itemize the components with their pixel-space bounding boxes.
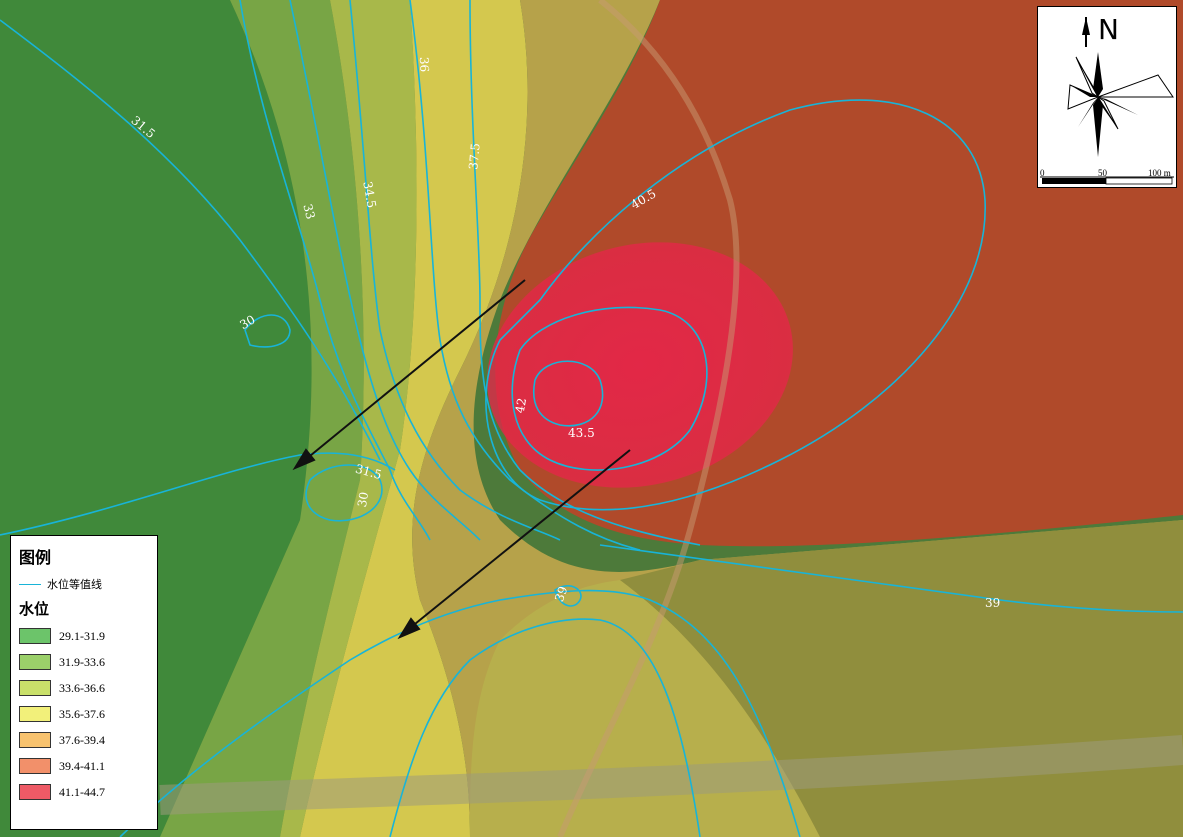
legend-swatch [19, 784, 51, 800]
legend-swatch [19, 628, 51, 644]
zone-class-4 [300, 0, 528, 837]
contour-label: 36 [417, 57, 432, 73]
legend-swatch [19, 680, 51, 696]
contour-label: 34.5 [360, 180, 378, 209]
legend-swatch [19, 758, 51, 774]
flow-arrow-line [304, 279, 526, 461]
contour-label: 39 [985, 596, 1000, 610]
legend-class-label: 35.6-37.6 [59, 706, 105, 721]
legend-class-row: 35.6-37.6 [19, 703, 149, 725]
legend-class-row: 31.9-33.6 [19, 651, 149, 673]
scale-tick: 100 m [1148, 168, 1171, 178]
legend-contour-entry: 水位等值线 [19, 576, 149, 592]
contour-label: 33 [300, 202, 317, 220]
zone-class-2 [160, 0, 364, 837]
north-letter: N [1098, 13, 1119, 46]
flow-arrows [292, 279, 631, 640]
legend: 图例 水位等值线 水位 29.1-31.9 31.9-33.6 33.6-36.… [10, 535, 158, 830]
scale-tick: 0 [1040, 168, 1045, 178]
contour-label: 37.5 [466, 142, 482, 170]
scale-bar: 0 50 100 m [1038, 167, 1176, 187]
contour-label: 30 [355, 491, 371, 508]
legend-class-row: 37.6-39.4 [19, 729, 149, 751]
legend-section-title: 水位 [19, 600, 50, 618]
scale-tick: 50 [1098, 168, 1107, 178]
legend-class-label: 39.4-41.1 [59, 758, 105, 773]
contour-line-swatch [19, 583, 41, 585]
legend-contour-label: 水位等值线 [47, 578, 102, 591]
north-arrow-panel: N [1037, 6, 1177, 188]
contour-label: 30 [237, 312, 257, 332]
legend-title: 图例 [19, 548, 52, 567]
legend-class-label: 41.1-44.7 [59, 784, 105, 799]
contour-label: 43.5 [568, 426, 595, 440]
zone-class-3 [280, 0, 417, 837]
legend-swatch [19, 706, 51, 722]
flow-arrowhead [397, 617, 421, 640]
contour-label: 31.5 [354, 462, 383, 482]
legend-class-row: 39.4-41.1 [19, 755, 149, 777]
legend-class-label: 33.6-36.6 [59, 680, 105, 695]
scale-bar-graphic [1040, 176, 1174, 185]
compass-rose-icon [1067, 17, 1174, 157]
legend-class-row: 41.1-44.7 [19, 781, 149, 803]
legend-class-row: 29.1-31.9 [19, 625, 149, 647]
legend-class-row: 33.6-36.6 [19, 677, 149, 699]
contour-label: 42 [513, 397, 529, 414]
legend-swatch [19, 654, 51, 670]
road [557, 0, 740, 837]
contour-label: 39 [552, 584, 570, 603]
legend-class-label: 37.6-39.4 [59, 732, 105, 747]
legend-class-label: 31.9-33.6 [59, 654, 105, 669]
legend-swatch [19, 732, 51, 748]
flow-arrow-line [409, 449, 631, 629]
flow-arrowhead [292, 448, 316, 471]
legend-class-label: 29.1-31.9 [59, 628, 105, 643]
